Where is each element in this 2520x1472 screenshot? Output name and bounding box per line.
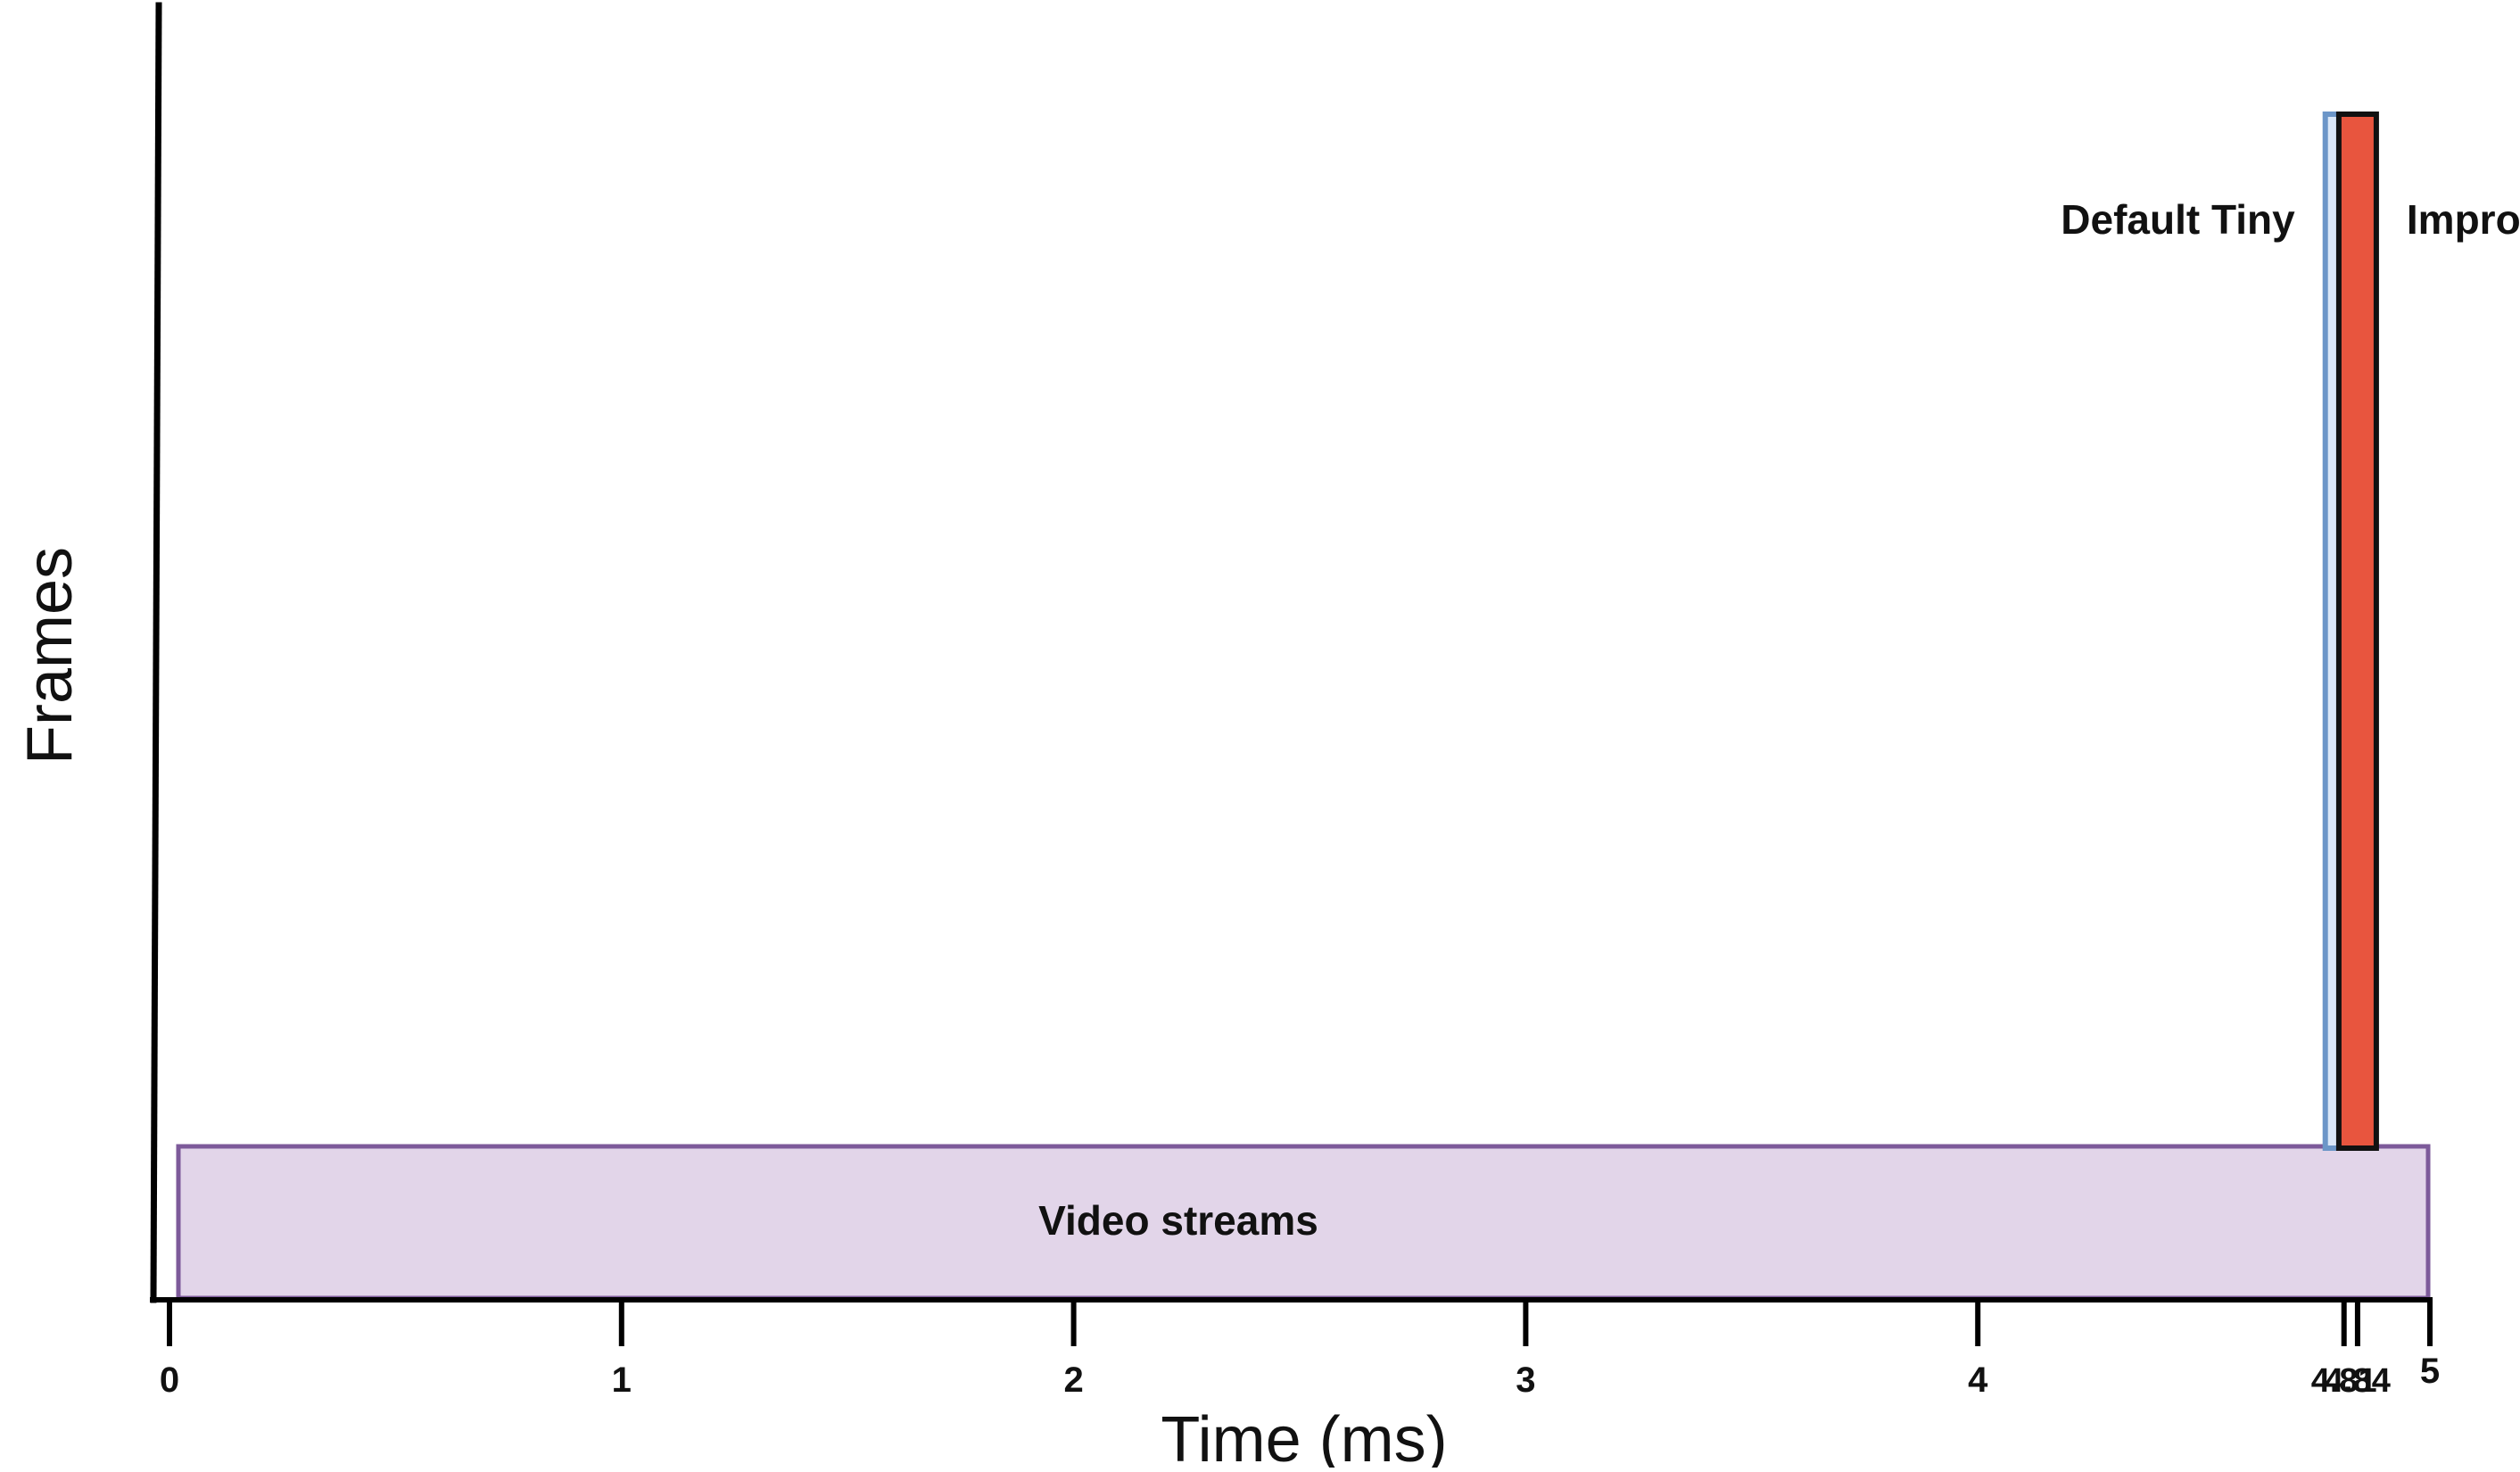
band-layer	[176, 1144, 2431, 1301]
x-tick-label-2: 2	[1063, 1360, 1083, 1400]
x-tick-label-4: 4	[1968, 1360, 1988, 1400]
x-axis-title: Time (ms)	[1161, 1404, 1447, 1468]
x-tick-label-4-84: 4.84	[2325, 1362, 2391, 1400]
video-streams-band	[176, 1144, 2431, 1301]
x-tick-label-4-81: 4.81	[2311, 1362, 2377, 1400]
series-label-default-tiny: Default Tiny	[2061, 196, 2295, 243]
y-axis-title: Frames	[14, 547, 86, 765]
bar-layer	[2322, 112, 2379, 1151]
x-tick-label-3: 3	[1516, 1360, 1535, 1400]
x-tick-label-1: 1	[612, 1360, 632, 1400]
band-label: Video streams	[1038, 1197, 1318, 1244]
y-axis-line	[150, 2, 162, 1303]
series-label-improved-tiny: Improved Tiny	[2407, 196, 2520, 243]
axis-layer	[150, 2, 2433, 1346]
bar-improved-tiny	[2335, 112, 2379, 1151]
x-tick-label-5: 5	[2420, 1352, 2440, 1391]
label-layer: Video streams Default Tiny Improved Tiny 0 1…	[14, 196, 2520, 1472]
x-tick-label-0: 0	[160, 1360, 179, 1400]
